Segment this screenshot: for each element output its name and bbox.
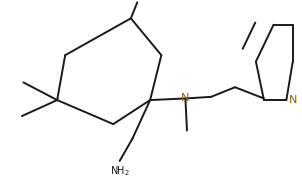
Text: N: N <box>181 93 190 104</box>
Text: N: N <box>289 95 297 105</box>
Text: NH$_2$: NH$_2$ <box>110 165 130 178</box>
